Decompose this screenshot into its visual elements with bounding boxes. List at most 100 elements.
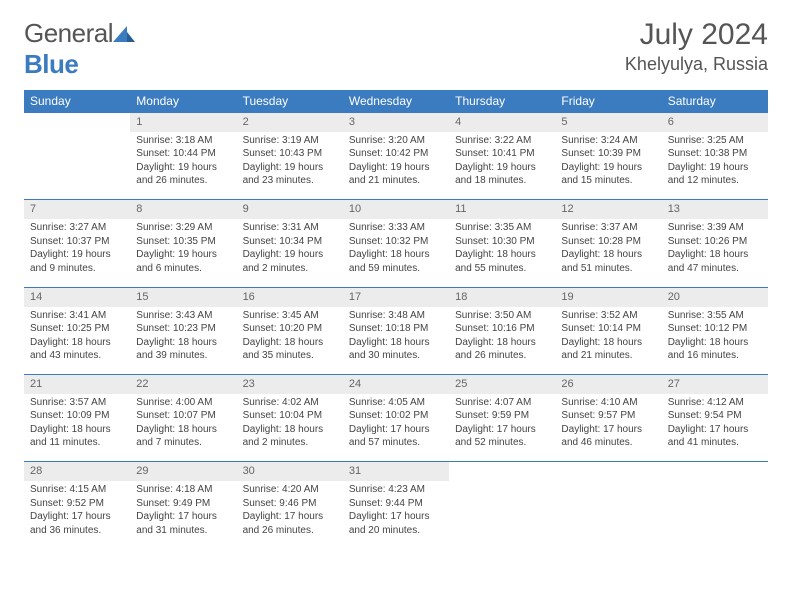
- day-number-cell: 27: [662, 375, 768, 394]
- day-content-cell: Sunrise: 3:57 AMSunset: 10:09 PMDaylight…: [24, 394, 130, 462]
- day-number-cell: 21: [24, 375, 130, 394]
- sunset-text: Sunset: 10:18 PM: [349, 322, 443, 336]
- day-number-cell: 8: [130, 200, 236, 219]
- daylight-line2: and 51 minutes.: [561, 262, 655, 276]
- day-body: Sunrise: 3:45 AMSunset: 10:20 PMDaylight…: [243, 309, 337, 363]
- day-number-cell: 14: [24, 287, 130, 306]
- daylight-line2: and 59 minutes.: [349, 262, 443, 276]
- sunset-text: Sunset: 9:44 PM: [349, 497, 443, 511]
- day-number-cell: 29: [130, 462, 236, 481]
- daylight-line2: and 16 minutes.: [668, 349, 762, 363]
- day-body: Sunrise: 3:57 AMSunset: 10:09 PMDaylight…: [30, 396, 124, 450]
- sunset-text: Sunset: 9:49 PM: [136, 497, 230, 511]
- day-number-cell: [449, 462, 555, 481]
- daylight-line1: Daylight: 19 hours: [30, 248, 124, 262]
- sunrise-text: Sunrise: 3:41 AM: [30, 309, 124, 323]
- sunrise-text: Sunrise: 3:35 AM: [455, 221, 549, 235]
- sunset-text: Sunset: 10:25 PM: [30, 322, 124, 336]
- sunset-text: Sunset: 10:04 PM: [243, 409, 337, 423]
- day-content-cell: Sunrise: 3:55 AMSunset: 10:12 PMDaylight…: [662, 307, 768, 375]
- day-number-cell: [24, 113, 130, 132]
- day-content-cell: [449, 481, 555, 549]
- day-number-cell: 18: [449, 287, 555, 306]
- title-block: July 2024 Khelyulya, Russia: [625, 18, 768, 75]
- sunrise-text: Sunrise: 4:10 AM: [561, 396, 655, 410]
- sunrise-text: Sunrise: 3:43 AM: [136, 309, 230, 323]
- day-body: Sunrise: 4:20 AMSunset: 9:46 PMDaylight:…: [243, 483, 337, 537]
- sunset-text: Sunset: 10:41 PM: [455, 147, 549, 161]
- day-content-cell: Sunrise: 3:45 AMSunset: 10:20 PMDaylight…: [237, 307, 343, 375]
- day-body: Sunrise: 3:33 AMSunset: 10:32 PMDaylight…: [349, 221, 443, 275]
- logo-text-general: General: [24, 18, 113, 48]
- day-content-cell: Sunrise: 3:52 AMSunset: 10:14 PMDaylight…: [555, 307, 661, 375]
- sunrise-text: Sunrise: 3:33 AM: [349, 221, 443, 235]
- sunrise-text: Sunrise: 4:20 AM: [243, 483, 337, 497]
- day-content-cell: Sunrise: 3:27 AMSunset: 10:37 PMDaylight…: [24, 219, 130, 287]
- daylight-line1: Daylight: 18 hours: [455, 336, 549, 350]
- sunrise-text: Sunrise: 3:22 AM: [455, 134, 549, 148]
- daylight-line1: Daylight: 18 hours: [668, 248, 762, 262]
- day-number-cell: 15: [130, 287, 236, 306]
- day-body: Sunrise: 3:31 AMSunset: 10:34 PMDaylight…: [243, 221, 337, 275]
- sunset-text: Sunset: 9:54 PM: [668, 409, 762, 423]
- daylight-line1: Daylight: 19 hours: [243, 248, 337, 262]
- daylight-line1: Daylight: 18 hours: [349, 248, 443, 262]
- day-content-cell: Sunrise: 3:37 AMSunset: 10:28 PMDaylight…: [555, 219, 661, 287]
- sunrise-text: Sunrise: 3:31 AM: [243, 221, 337, 235]
- day-number-cell: 6: [662, 113, 768, 132]
- logo-text-blue: Blue: [24, 49, 78, 79]
- daylight-line1: Daylight: 18 hours: [243, 423, 337, 437]
- logo-triangle-icon: [113, 24, 135, 42]
- day-content-cell: Sunrise: 3:35 AMSunset: 10:30 PMDaylight…: [449, 219, 555, 287]
- daylight-line1: Daylight: 17 hours: [136, 510, 230, 524]
- daylight-line2: and 21 minutes.: [561, 349, 655, 363]
- daylight-line1: Daylight: 17 hours: [668, 423, 762, 437]
- sunset-text: Sunset: 10:38 PM: [668, 147, 762, 161]
- day-content-cell: Sunrise: 3:24 AMSunset: 10:39 PMDaylight…: [555, 132, 661, 200]
- daylight-line1: Daylight: 18 hours: [455, 248, 549, 262]
- sunset-text: Sunset: 9:52 PM: [30, 497, 124, 511]
- day-content-cell: [662, 481, 768, 549]
- day-content-row: Sunrise: 3:27 AMSunset: 10:37 PMDaylight…: [24, 219, 768, 287]
- daylight-line2: and 55 minutes.: [455, 262, 549, 276]
- sunset-text: Sunset: 10:42 PM: [349, 147, 443, 161]
- sunset-text: Sunset: 9:46 PM: [243, 497, 337, 511]
- sunrise-text: Sunrise: 3:57 AM: [30, 396, 124, 410]
- sunrise-text: Sunrise: 3:45 AM: [243, 309, 337, 323]
- day-content-cell: Sunrise: 3:25 AMSunset: 10:38 PMDaylight…: [662, 132, 768, 200]
- day-body: Sunrise: 4:15 AMSunset: 9:52 PMDaylight:…: [30, 483, 124, 537]
- daylight-line1: Daylight: 19 hours: [455, 161, 549, 175]
- day-content-cell: [24, 132, 130, 200]
- weekday-header: Friday: [555, 90, 661, 113]
- day-content-cell: Sunrise: 3:19 AMSunset: 10:43 PMDaylight…: [237, 132, 343, 200]
- day-content-cell: Sunrise: 3:48 AMSunset: 10:18 PMDaylight…: [343, 307, 449, 375]
- day-content-row: Sunrise: 4:15 AMSunset: 9:52 PMDaylight:…: [24, 481, 768, 549]
- sunrise-text: Sunrise: 4:00 AM: [136, 396, 230, 410]
- daylight-line1: Daylight: 17 hours: [349, 510, 443, 524]
- day-content-cell: Sunrise: 4:10 AMSunset: 9:57 PMDaylight:…: [555, 394, 661, 462]
- sunset-text: Sunset: 10:20 PM: [243, 322, 337, 336]
- weekday-header-row: SundayMondayTuesdayWednesdayThursdayFrid…: [24, 90, 768, 113]
- weekday-header: Sunday: [24, 90, 130, 113]
- day-number-row: 123456: [24, 113, 768, 132]
- day-content-cell: Sunrise: 4:00 AMSunset: 10:07 PMDaylight…: [130, 394, 236, 462]
- day-content-cell: Sunrise: 4:15 AMSunset: 9:52 PMDaylight:…: [24, 481, 130, 549]
- sunset-text: Sunset: 10:39 PM: [561, 147, 655, 161]
- day-body: Sunrise: 3:37 AMSunset: 10:28 PMDaylight…: [561, 221, 655, 275]
- day-content-row: Sunrise: 3:18 AMSunset: 10:44 PMDaylight…: [24, 132, 768, 200]
- day-number-cell: 1: [130, 113, 236, 132]
- day-number-cell: 16: [237, 287, 343, 306]
- sunset-text: Sunset: 10:12 PM: [668, 322, 762, 336]
- daylight-line2: and 15 minutes.: [561, 174, 655, 188]
- day-number-cell: 24: [343, 375, 449, 394]
- day-body: Sunrise: 3:43 AMSunset: 10:23 PMDaylight…: [136, 309, 230, 363]
- day-body: Sunrise: 3:29 AMSunset: 10:35 PMDaylight…: [136, 221, 230, 275]
- day-content-cell: Sunrise: 4:23 AMSunset: 9:44 PMDaylight:…: [343, 481, 449, 549]
- day-content-cell: Sunrise: 3:33 AMSunset: 10:32 PMDaylight…: [343, 219, 449, 287]
- daylight-line2: and 26 minutes.: [243, 524, 337, 538]
- day-number-cell: 12: [555, 200, 661, 219]
- day-content-cell: Sunrise: 3:31 AMSunset: 10:34 PMDaylight…: [237, 219, 343, 287]
- daylight-line1: Daylight: 18 hours: [349, 336, 443, 350]
- sunrise-text: Sunrise: 4:07 AM: [455, 396, 549, 410]
- day-content-cell: Sunrise: 3:43 AMSunset: 10:23 PMDaylight…: [130, 307, 236, 375]
